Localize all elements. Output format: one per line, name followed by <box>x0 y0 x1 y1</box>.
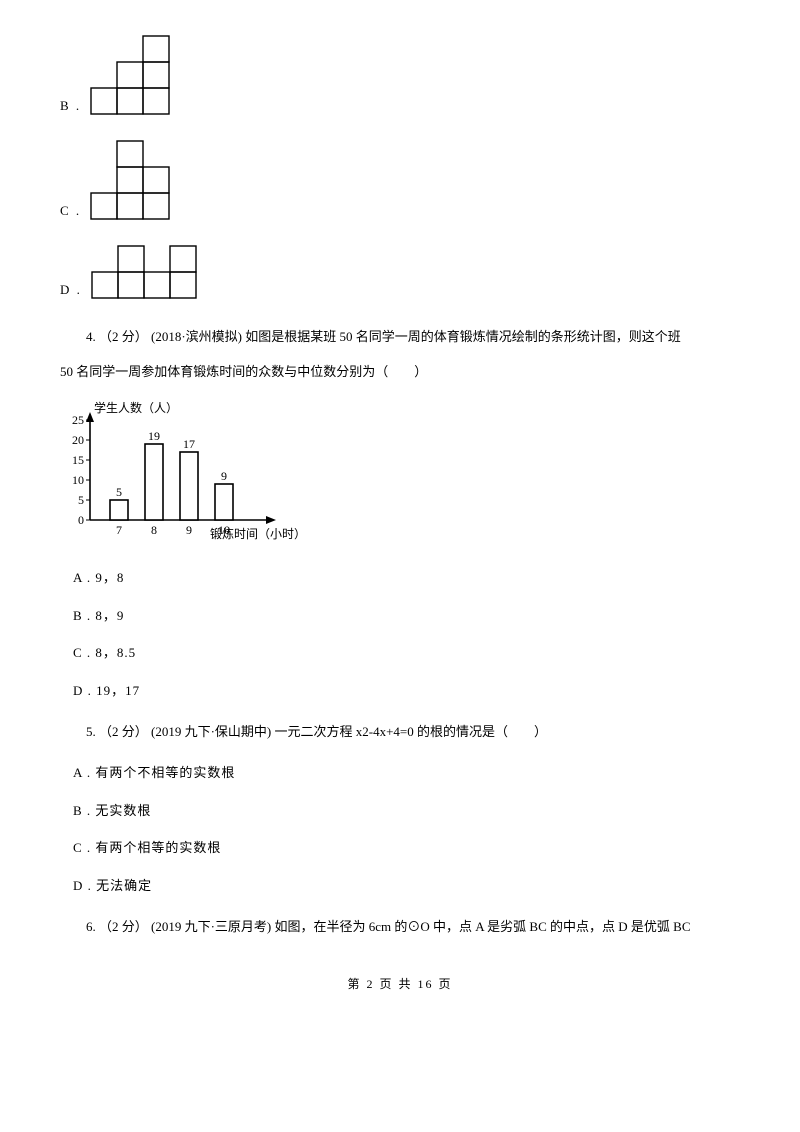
option-b-label: B . <box>60 96 81 116</box>
option-c-label: C . <box>60 201 81 221</box>
bar-chart-svg: 学生人数（人） 2520151050 78910 519179 锻炼时间（小时） <box>60 400 310 545</box>
svg-text:25: 25 <box>72 413 84 427</box>
svg-text:9: 9 <box>186 523 192 537</box>
svg-text:学生人数（人）: 学生人数（人） <box>94 400 178 415</box>
page-root: B . C . D . 4. （2 分） (2018·滨州模拟) 如图是根据某班… <box>0 0 800 1023</box>
svg-text:5: 5 <box>116 485 122 499</box>
q4-line1: 4. （2 分） (2018·滨州模拟) 如图是根据某班 50 名同学一周的体育… <box>60 323 740 350</box>
svg-text:0: 0 <box>78 513 84 527</box>
svg-text:9: 9 <box>221 469 227 483</box>
q4-chart: 学生人数（人） 2520151050 78910 519179 锻炼时间（小时） <box>60 400 740 551</box>
q5-text: 5. （2 分） (2019 九下·保山期中) 一元二次方程 x2-4x+4=0… <box>60 718 740 745</box>
q4-opt-b: B . 8，9 <box>73 606 740 626</box>
q5-opt-b: B . 无实数根 <box>73 801 740 821</box>
option-b-row: B . <box>60 34 740 117</box>
svg-text:17: 17 <box>183 437 195 451</box>
page-footer: 第 2 页 共 16 页 <box>60 975 740 993</box>
svg-text:20: 20 <box>72 433 84 447</box>
option-c-row: C . <box>60 139 740 222</box>
q4-line2: 50 名同学一周参加体育锻炼时间的众数与中位数分别为（ ） <box>60 358 740 385</box>
q5-opt-a: A . 有两个不相等的实数根 <box>73 763 740 783</box>
q4-opt-a: A . 9，8 <box>73 568 740 588</box>
svg-text:7: 7 <box>116 523 122 537</box>
q5-opt-d: D . 无法确定 <box>73 876 740 896</box>
option-d-label: D . <box>60 280 82 300</box>
svg-text:8: 8 <box>151 523 157 537</box>
svg-text:19: 19 <box>148 429 160 443</box>
svg-text:10: 10 <box>72 473 84 487</box>
svg-text:15: 15 <box>72 453 84 467</box>
svg-text:锻炼时间（小时）: 锻炼时间（小时） <box>210 526 306 541</box>
q4-opt-d: D . 19，17 <box>73 681 740 701</box>
q5-opt-c: C . 有两个相等的实数根 <box>73 838 740 858</box>
option-d-row: D . <box>60 244 740 301</box>
option-d-figure <box>90 244 198 301</box>
svg-text:5: 5 <box>78 493 84 507</box>
option-c-figure <box>89 139 171 222</box>
q6-text: 6. （2 分） (2019 九下·三原月考) 如图，在半径为 6cm 的⊙O … <box>60 913 740 940</box>
q4-opt-c: C . 8，8.5 <box>73 643 740 663</box>
option-b-figure <box>89 34 171 117</box>
